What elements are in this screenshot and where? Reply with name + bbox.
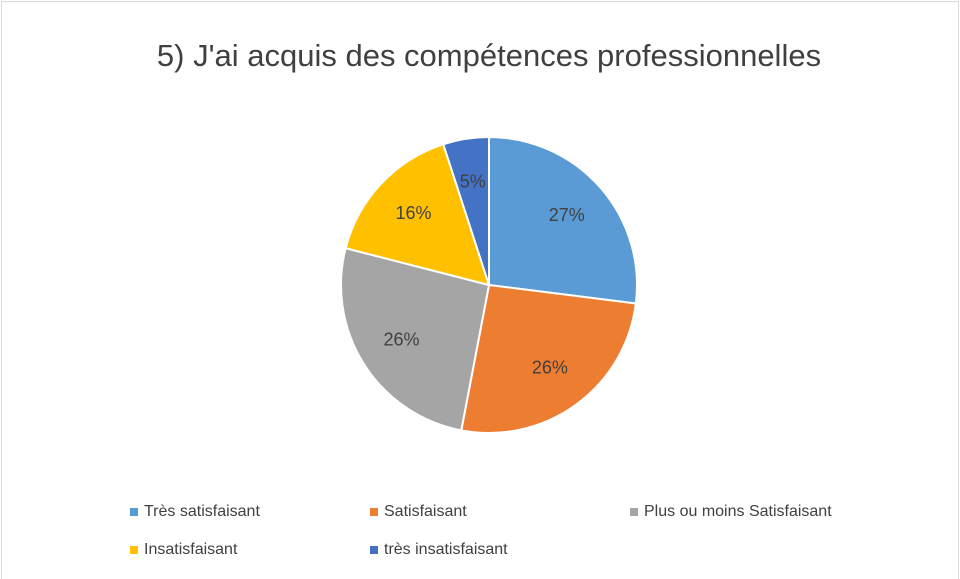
legend-marker bbox=[130, 508, 138, 516]
legend-label: Insatisfaisant bbox=[144, 541, 238, 558]
data-label: 16% bbox=[395, 203, 431, 223]
legend-label: Satisfaisant bbox=[384, 503, 467, 520]
data-label: 26% bbox=[384, 329, 420, 349]
legend-marker bbox=[370, 508, 378, 516]
legend-marker bbox=[630, 508, 638, 516]
data-label: 27% bbox=[549, 205, 585, 225]
data-label: 26% bbox=[532, 358, 568, 378]
pie-slice bbox=[460, 283, 637, 434]
data-label: 5% bbox=[460, 171, 486, 191]
pie-slice bbox=[340, 246, 491, 432]
pie-slice bbox=[344, 142, 491, 287]
pie-slice bbox=[488, 135, 638, 305]
pie-slice bbox=[442, 135, 490, 286]
chart-title: 5) J'ai acquis des compétences professio… bbox=[157, 38, 821, 73]
legend-label: Plus ou moins Satisfaisant bbox=[644, 503, 832, 520]
legend-label: très insatisfaisant bbox=[384, 541, 508, 558]
legend-label: Très satisfaisant bbox=[144, 503, 260, 520]
legend-marker bbox=[130, 546, 138, 554]
legend-marker bbox=[370, 546, 378, 554]
